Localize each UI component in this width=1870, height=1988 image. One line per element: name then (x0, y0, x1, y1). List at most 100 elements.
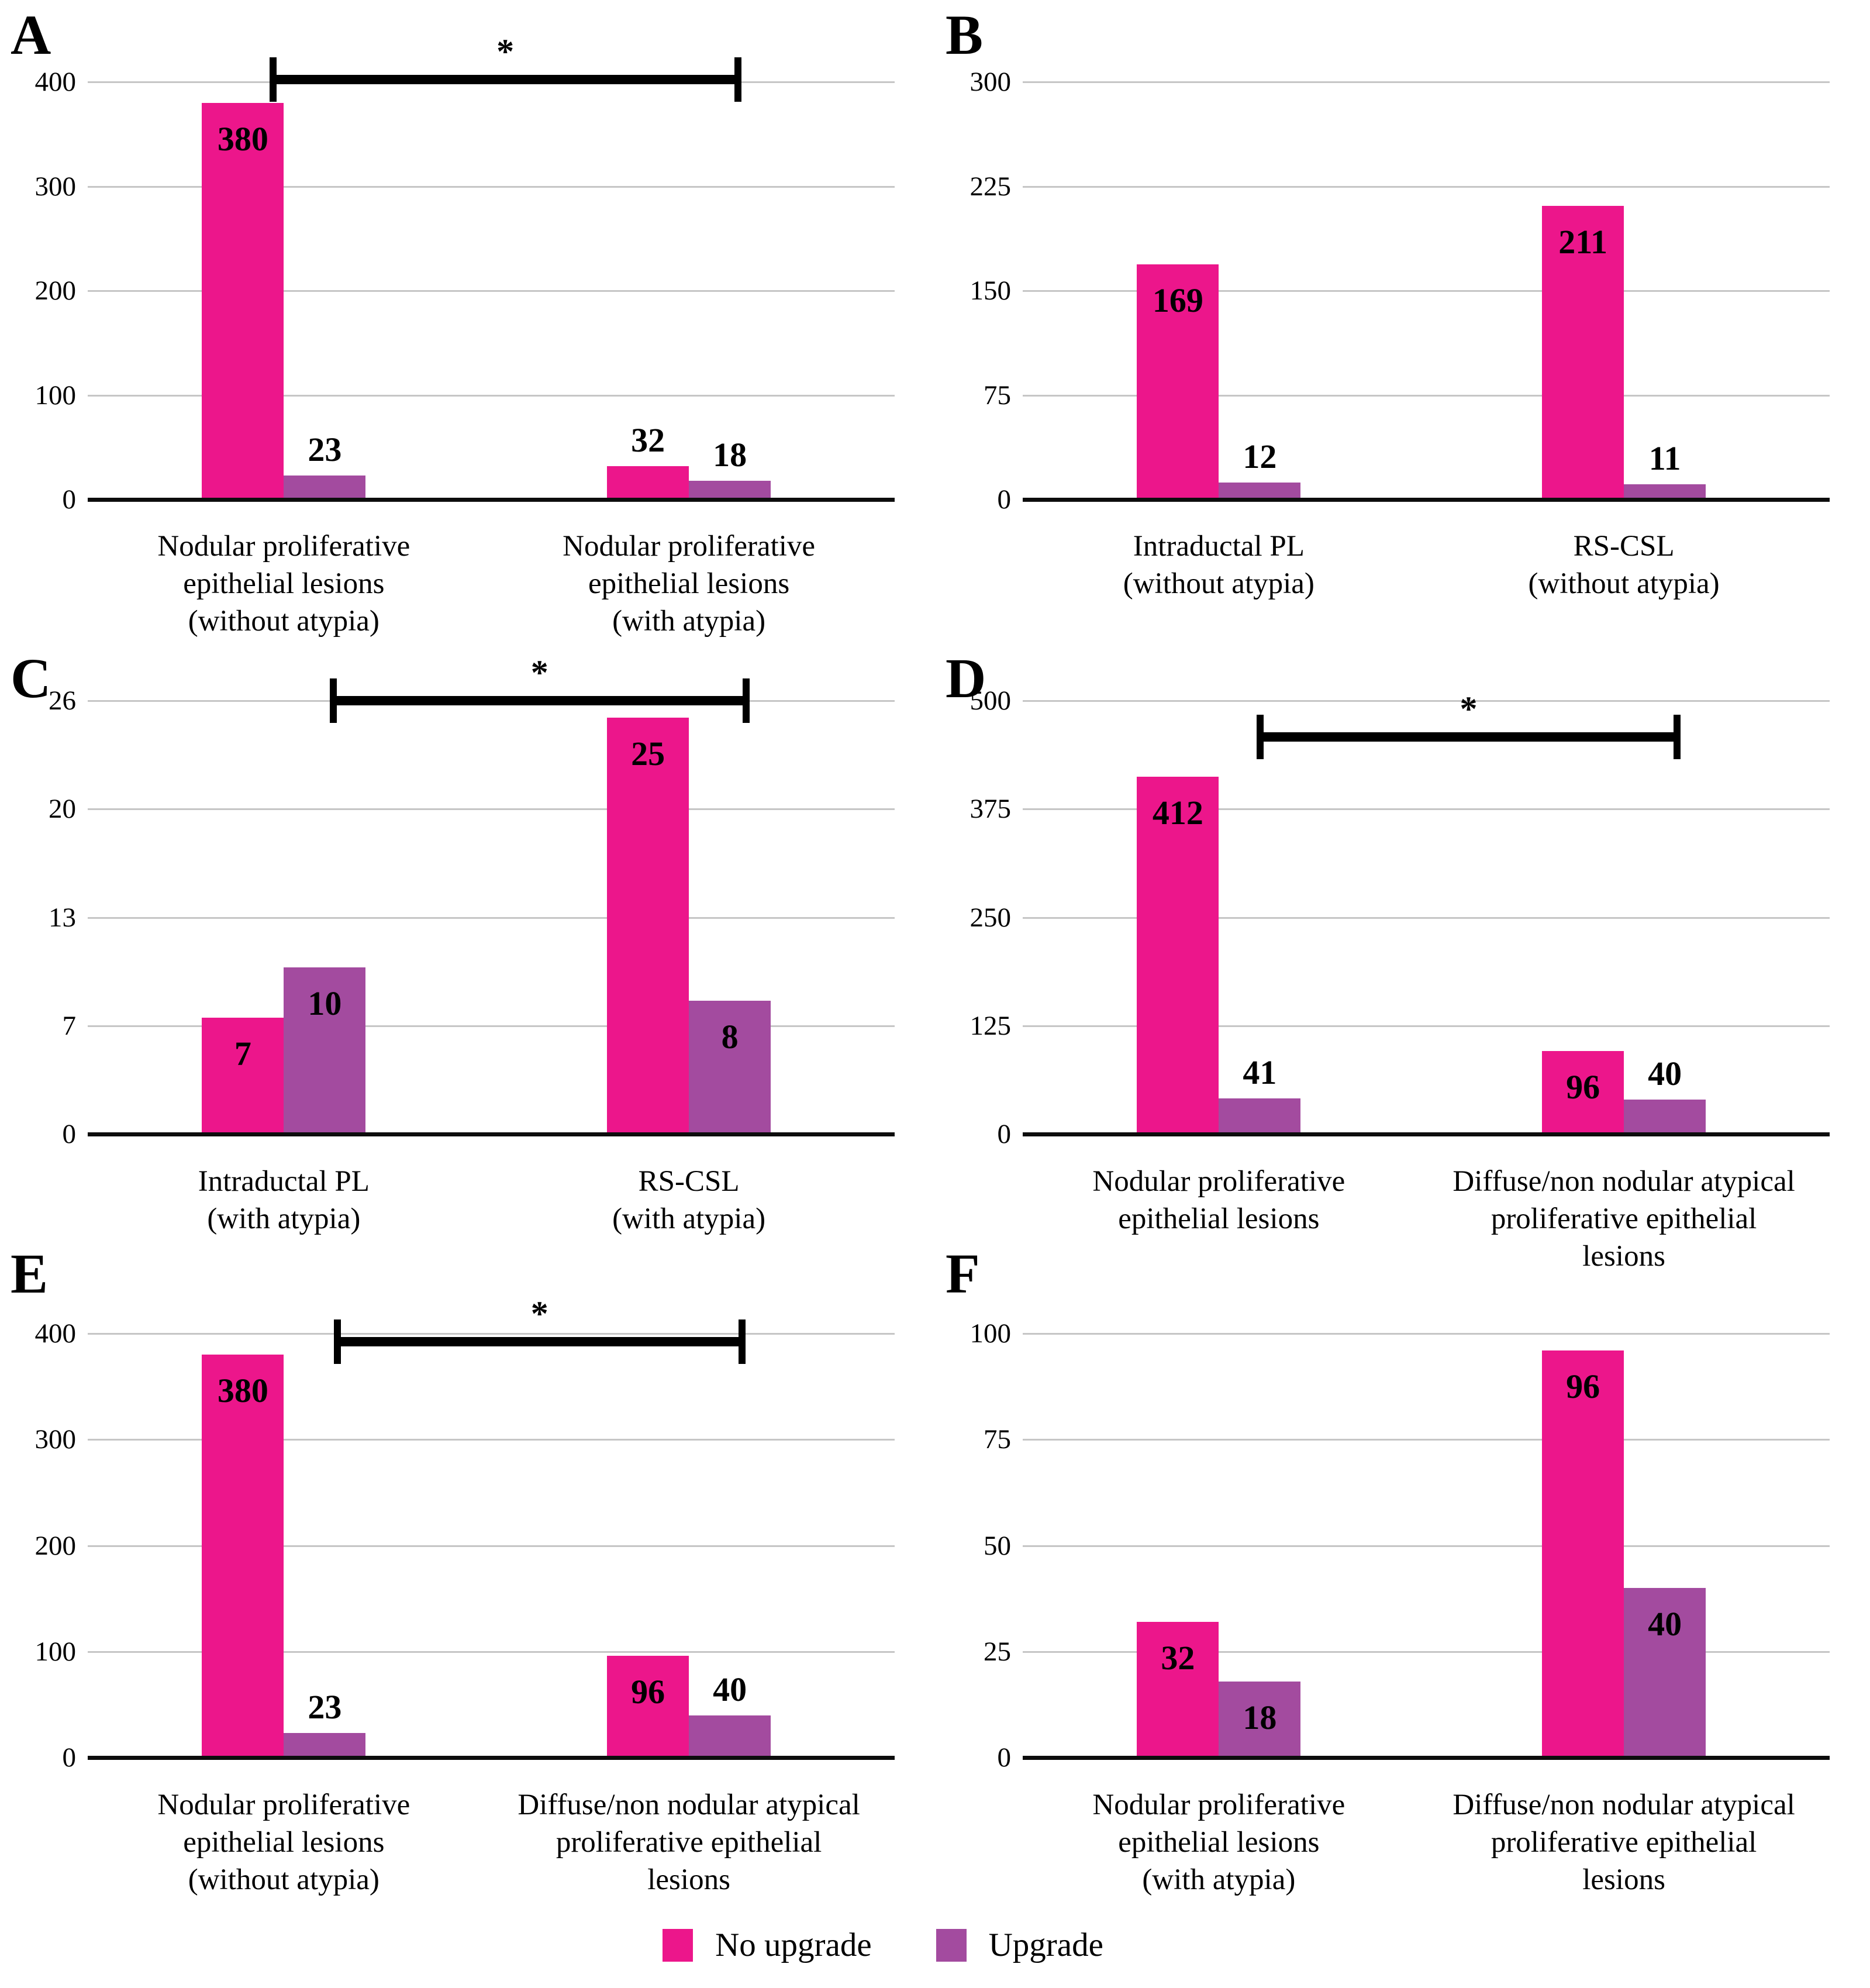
no_upgrade-bar (1542, 1050, 1624, 1134)
y-gridline (1023, 1651, 1830, 1653)
significance-bracket-bar (333, 1337, 746, 1346)
y-tick-label: 375 (969, 794, 1012, 825)
significance-bracket-bar (269, 75, 741, 84)
bar-value-label: 96 (631, 1673, 665, 1711)
panel-label-B: B (946, 4, 984, 66)
category-label: Nodular proliferative epithelial lesions… (563, 530, 816, 638)
panel-label-C: C (11, 647, 51, 709)
no_upgrade-bar (1137, 777, 1219, 1134)
y-gridline (88, 394, 895, 397)
category-label: Intraductal PL (with atypia) (198, 1165, 370, 1235)
bar-value-label: 8 (721, 1018, 739, 1056)
upgrade-legend-swatch (936, 1929, 967, 1962)
y-gridline (1023, 185, 1830, 188)
legend-item-no_upgrade: No upgrade (663, 1928, 872, 1963)
bar-value-label: 380 (217, 1372, 268, 1410)
y-tick-label: 500 (969, 685, 1012, 716)
bar-value-label: 23 (308, 1688, 342, 1727)
x-axis-line (1023, 1132, 1830, 1136)
y-tick-label: 300 (34, 171, 77, 202)
y-tick-label: 250 (969, 902, 1012, 933)
y-tick-label: 300 (969, 67, 1012, 97)
significance-bracket-left-cap (333, 1319, 341, 1364)
bar-value-label: 25 (631, 734, 665, 773)
y-gridline (88, 1651, 895, 1653)
upgrade-bar (1624, 1099, 1706, 1134)
x-axis-line (1023, 498, 1830, 502)
y-tick-label: 200 (34, 275, 77, 306)
y-tick-label: 200 (34, 1530, 77, 1561)
y-tick-label: 400 (34, 1318, 77, 1349)
significance-bracket-left-cap (269, 57, 277, 102)
category-label: Diffuse/non nodular atypical proliferati… (1452, 1165, 1795, 1273)
bar-value-label: 412 (1152, 794, 1203, 832)
bar-value-label: 380 (217, 119, 268, 158)
legend-label: Upgrade (988, 1927, 1103, 1963)
significance-bracket-left-cap (330, 678, 337, 723)
significance-asterisk: * (1460, 690, 1478, 728)
y-gridline (1023, 1545, 1830, 1547)
y-gridline (1023, 1333, 1830, 1335)
significance-bracket-right-cap (1673, 715, 1681, 759)
bar-value-label: 40 (713, 1670, 747, 1708)
no_upgrade-bar (202, 1355, 284, 1758)
y-tick-label: 0 (62, 1742, 77, 1773)
significance-bracket-bar (330, 696, 750, 705)
bar-value-label: 211 (1558, 222, 1607, 261)
category-label: RS-CSL (with atypia) (612, 1165, 766, 1235)
y-tick-label: 100 (969, 1318, 1012, 1349)
bar-value-label: 32 (1161, 1639, 1195, 1677)
upgrade-bar (284, 1733, 366, 1758)
bar-value-label: 96 (1566, 1367, 1600, 1405)
y-gridline (88, 917, 895, 919)
legend: No upgrade Upgrade (0, 1928, 1766, 1963)
no_upgrade-bar (1137, 1622, 1219, 1758)
panel-label-E: E (11, 1242, 49, 1305)
y-tick-label: 26 (49, 685, 76, 716)
y-tick-label: 100 (34, 380, 77, 411)
y-tick-label: 13 (49, 902, 76, 933)
y-tick-label: 0 (62, 484, 77, 515)
significance-bracket-right-cap (738, 1319, 746, 1364)
bar-value-label: 23 (308, 430, 342, 468)
upgrade-bar (284, 967, 366, 1134)
no_upgrade-bar (607, 717, 689, 1134)
significance-bracket-right-cap (734, 57, 741, 102)
category-label: Nodular proliferative epithelial lesions (1092, 1165, 1345, 1235)
panel-label-F: F (946, 1242, 980, 1305)
y-gridline (88, 1025, 895, 1027)
legend-label: No upgrade (715, 1927, 872, 1963)
no_upgrade-bar (1542, 205, 1624, 499)
y-tick-label: 300 (34, 1424, 77, 1455)
bar-value-label: 32 (631, 421, 665, 459)
y-tick-label: 400 (34, 67, 77, 97)
y-gridline (1023, 917, 1830, 919)
upgrade-bar (1219, 483, 1301, 499)
y-gridline (88, 1439, 895, 1441)
y-tick-label: 0 (997, 1742, 1012, 1773)
bar-value-label: 40 (1648, 1054, 1682, 1093)
bar-value-label: 96 (1566, 1067, 1600, 1106)
y-gridline (88, 290, 895, 292)
x-axis-line (88, 1132, 895, 1136)
upgrade-bar (284, 475, 366, 499)
y-tick-label: 0 (997, 484, 1012, 515)
no_upgrade-legend-swatch (663, 1929, 694, 1962)
y-tick-label: 225 (969, 171, 1012, 202)
y-gridline (1023, 1025, 1830, 1027)
upgrade-bar (1624, 1588, 1706, 1758)
x-axis-line (1023, 1756, 1830, 1760)
y-gridline (88, 1333, 895, 1335)
y-gridline (1023, 1439, 1830, 1441)
upgrade-bar (1219, 1681, 1301, 1758)
no_upgrade-bar (202, 1017, 284, 1134)
y-tick-label: 75 (984, 380, 1011, 411)
panel-label-A: A (11, 4, 51, 66)
y-tick-label: 50 (984, 1530, 1011, 1561)
category-label: Nodular proliferative epithelial lesions… (1092, 1789, 1345, 1896)
y-tick-label: 125 (969, 1010, 1012, 1041)
x-axis-line (88, 498, 895, 502)
y-gridline (1023, 700, 1830, 702)
y-gridline (88, 185, 895, 188)
